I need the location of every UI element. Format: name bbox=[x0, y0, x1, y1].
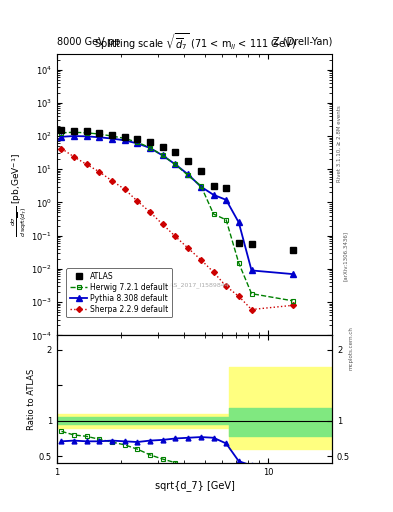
Herwig 7.2.1 default bbox=[249, 291, 254, 297]
Sherpa 2.2.9 default bbox=[211, 269, 216, 275]
Sherpa 2.2.9 default bbox=[160, 221, 165, 227]
ATLAS bbox=[198, 168, 203, 174]
Sherpa 2.2.9 default bbox=[59, 145, 64, 152]
Herwig 7.2.1 default bbox=[135, 139, 140, 145]
Sherpa 2.2.9 default bbox=[147, 209, 152, 215]
Pythia 8.308 default bbox=[237, 220, 241, 226]
Text: mcplots.cern.ch: mcplots.cern.ch bbox=[349, 326, 353, 370]
Pythia 8.308 default bbox=[110, 136, 114, 142]
ATLAS bbox=[97, 131, 101, 137]
Herwig 7.2.1 default bbox=[237, 260, 241, 266]
ATLAS bbox=[84, 129, 89, 135]
ATLAS bbox=[72, 127, 76, 134]
Y-axis label: $\frac{d\sigma}{d\,\mathrm{sqrt}(\overline{d}_{7})}$ [pb,GeV$^{-1}$]: $\frac{d\sigma}{d\,\mathrm{sqrt}(\overli… bbox=[9, 153, 28, 237]
ATLAS bbox=[224, 184, 228, 190]
ATLAS bbox=[173, 150, 178, 156]
Sherpa 2.2.9 default bbox=[97, 168, 101, 175]
ATLAS bbox=[135, 136, 140, 142]
Line: Herwig 7.2.1 default: Herwig 7.2.1 default bbox=[59, 130, 295, 303]
Text: Z (Drell-Yan): Z (Drell-Yan) bbox=[273, 37, 332, 47]
Pythia 8.308 default bbox=[211, 192, 216, 198]
X-axis label: sqrt{d_7} [GeV]: sqrt{d_7} [GeV] bbox=[154, 480, 235, 491]
Legend: ATLAS, Herwig 7.2.1 default, Pythia 8.308 default, Sherpa 2.2.9 default: ATLAS, Herwig 7.2.1 default, Pythia 8.30… bbox=[66, 268, 172, 317]
Line: Sherpa 2.2.9 default: Sherpa 2.2.9 default bbox=[59, 146, 295, 312]
Herwig 7.2.1 default bbox=[290, 297, 295, 304]
ATLAS bbox=[110, 132, 114, 138]
Pythia 8.308 default bbox=[147, 145, 152, 151]
Sherpa 2.2.9 default bbox=[290, 302, 295, 308]
ATLAS bbox=[160, 143, 165, 150]
Herwig 7.2.1 default bbox=[173, 161, 178, 167]
Sherpa 2.2.9 default bbox=[186, 245, 191, 251]
Herwig 7.2.1 default bbox=[110, 133, 114, 139]
Title: Splitting scale $\sqrt{\overline{d}_7}$ (71 < m$_{ll}$ < 111 GeV): Splitting scale $\sqrt{\overline{d}_7}$ … bbox=[94, 31, 296, 52]
Pythia 8.308 default bbox=[198, 184, 203, 190]
Pythia 8.308 default bbox=[97, 134, 101, 140]
Line: ATLAS: ATLAS bbox=[59, 127, 295, 252]
Pythia 8.308 default bbox=[122, 137, 127, 143]
Herwig 7.2.1 default bbox=[147, 144, 152, 151]
Sherpa 2.2.9 default bbox=[173, 233, 178, 240]
Herwig 7.2.1 default bbox=[211, 211, 216, 217]
Sherpa 2.2.9 default bbox=[198, 257, 203, 263]
ATLAS bbox=[211, 183, 216, 189]
Text: Rivet 3.1.10, ≥ 2.8M events: Rivet 3.1.10, ≥ 2.8M events bbox=[336, 105, 341, 182]
Pythia 8.308 default bbox=[72, 133, 76, 139]
Text: ATLAS_2017_I1589844: ATLAS_2017_I1589844 bbox=[159, 282, 230, 288]
ATLAS bbox=[249, 241, 254, 247]
Sherpa 2.2.9 default bbox=[224, 283, 228, 289]
Pythia 8.308 default bbox=[135, 140, 140, 146]
Line: Pythia 8.308 default: Pythia 8.308 default bbox=[59, 133, 295, 277]
Herwig 7.2.1 default bbox=[97, 131, 101, 137]
ATLAS bbox=[290, 247, 295, 253]
Sherpa 2.2.9 default bbox=[84, 161, 89, 167]
ATLAS bbox=[186, 158, 191, 164]
Y-axis label: Ratio to ATLAS: Ratio to ATLAS bbox=[27, 369, 36, 430]
Pythia 8.308 default bbox=[173, 161, 178, 167]
Herwig 7.2.1 default bbox=[84, 130, 89, 136]
Text: 8000 GeV pp: 8000 GeV pp bbox=[57, 37, 120, 47]
ATLAS bbox=[59, 127, 64, 134]
Pythia 8.308 default bbox=[249, 267, 254, 273]
Pythia 8.308 default bbox=[160, 153, 165, 159]
ATLAS bbox=[147, 139, 152, 145]
ATLAS bbox=[122, 134, 127, 140]
Sherpa 2.2.9 default bbox=[237, 293, 241, 300]
Herwig 7.2.1 default bbox=[224, 217, 228, 223]
Herwig 7.2.1 default bbox=[198, 183, 203, 189]
Pythia 8.308 default bbox=[224, 197, 228, 203]
Herwig 7.2.1 default bbox=[160, 153, 165, 159]
Pythia 8.308 default bbox=[84, 133, 89, 139]
Sherpa 2.2.9 default bbox=[249, 307, 254, 313]
Sherpa 2.2.9 default bbox=[72, 154, 76, 160]
Pythia 8.308 default bbox=[186, 172, 191, 178]
Text: [arXiv:1306.3436]: [arXiv:1306.3436] bbox=[343, 231, 347, 281]
Herwig 7.2.1 default bbox=[186, 173, 191, 179]
Pythia 8.308 default bbox=[290, 271, 295, 277]
Herwig 7.2.1 default bbox=[59, 130, 64, 136]
Herwig 7.2.1 default bbox=[122, 135, 127, 141]
ATLAS bbox=[237, 240, 241, 246]
Sherpa 2.2.9 default bbox=[110, 178, 114, 184]
Pythia 8.308 default bbox=[59, 134, 64, 140]
Herwig 7.2.1 default bbox=[72, 129, 76, 135]
Sherpa 2.2.9 default bbox=[135, 198, 140, 204]
Sherpa 2.2.9 default bbox=[122, 186, 127, 193]
